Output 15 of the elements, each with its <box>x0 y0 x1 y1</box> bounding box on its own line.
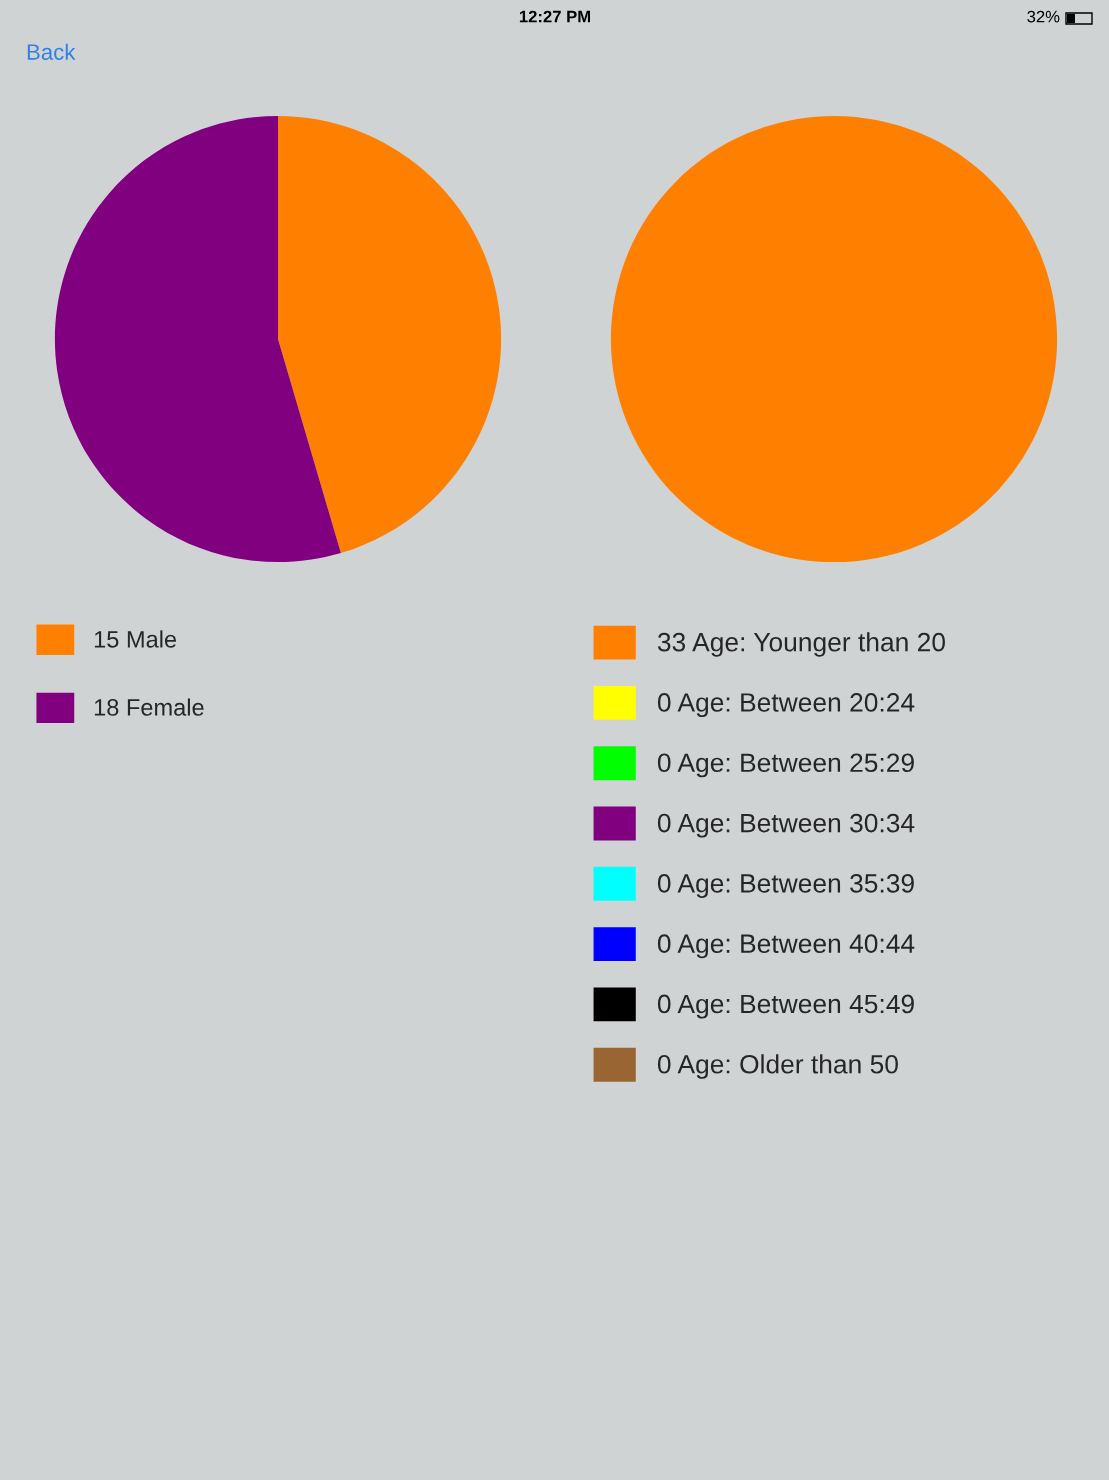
legend-label: 0 Age: Between 35:39 <box>657 874 914 898</box>
legend-label: 33 Age: Younger than 20 <box>657 632 945 657</box>
legend-label: 0 Age: Between 45:49 <box>657 994 914 1019</box>
legend-label: 0 Age: Between 30:34 <box>657 813 915 838</box>
pie-slice <box>54 115 341 563</box>
legend-label: 0 Age: Between 25:29 <box>657 753 914 778</box>
legend-label: 0 Age: Older than 50 <box>657 1054 898 1079</box>
text: Back <box>27 43 76 60</box>
legend-label: 0 Age: Between 40:44 <box>657 934 915 959</box>
legend-label: 0 Age: Between 20:24 <box>657 693 915 718</box>
text: 12:27 PM <box>519 10 591 23</box>
text: 32% <box>1027 10 1060 23</box>
pie-slice <box>278 115 502 554</box>
legend-label: 18 Female <box>94 698 204 716</box>
legend-label: 15 Male <box>94 630 177 648</box>
